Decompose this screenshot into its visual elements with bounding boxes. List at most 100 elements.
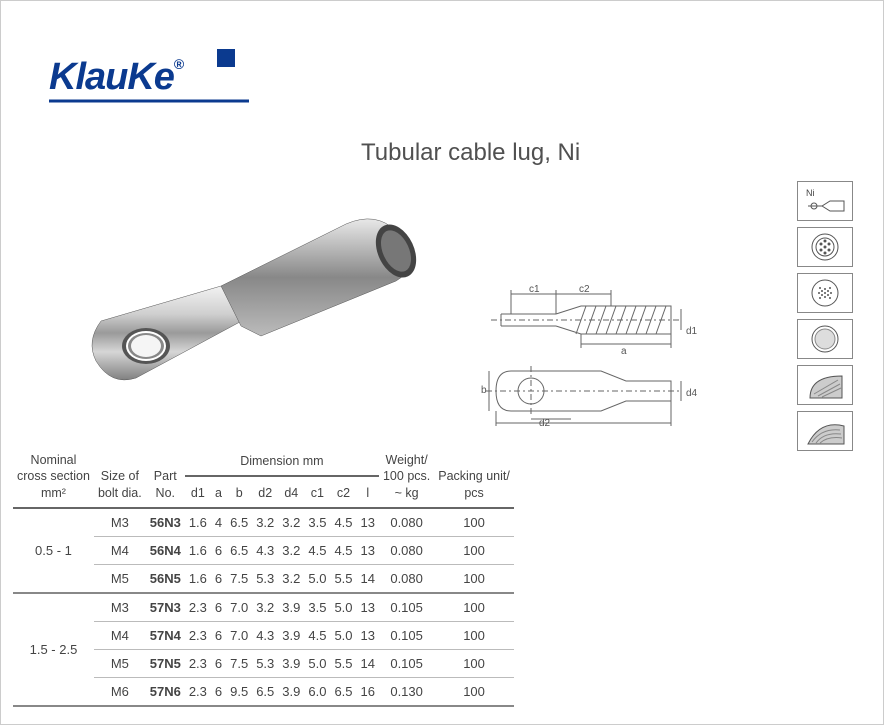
cell-packing: 100 <box>434 677 514 706</box>
table-row: 0.5 - 1M356N31.646.53.23.23.54.5130.0801… <box>13 508 514 537</box>
cell-weight: 0.105 <box>379 649 434 677</box>
brand-text: KlauKe <box>49 56 174 98</box>
col-part: Part No. <box>146 446 185 508</box>
cell-l: 14 <box>357 649 379 677</box>
cell-part: 56N4 <box>146 536 185 564</box>
cell-d1: 1.6 <box>185 536 211 564</box>
svg-text:d1: d1 <box>686 326 698 337</box>
page-title: Tubular cable lug, Ni <box>361 139 580 167</box>
strand-fine-icon <box>797 227 853 267</box>
svg-text:c1: c1 <box>529 284 540 295</box>
cell-packing: 100 <box>434 508 514 537</box>
brand-square-icon <box>217 49 235 67</box>
col-cross-section: Nominal cross section mm² <box>13 446 94 508</box>
cell-d1: 2.3 <box>185 593 211 622</box>
cell-l: 16 <box>357 677 379 706</box>
cell-l: 13 <box>357 508 379 537</box>
cell-c2: 5.5 <box>330 649 356 677</box>
cell-d4: 3.9 <box>278 677 304 706</box>
cell-part: 57N3 <box>146 593 185 622</box>
cell-a: 6 <box>211 593 226 622</box>
cell-l: 14 <box>357 564 379 593</box>
cell-d1: 2.3 <box>185 677 211 706</box>
cell-c1: 5.0 <box>304 564 330 593</box>
col-d1: d1 <box>185 476 211 507</box>
cell-bolt: M4 <box>94 536 146 564</box>
cell-d1: 1.6 <box>185 564 211 593</box>
cell-c1: 4.5 <box>304 621 330 649</box>
brand-underline <box>49 97 249 105</box>
cell-d4: 3.2 <box>278 508 304 537</box>
cell-c1: 3.5 <box>304 593 330 622</box>
technical-drawing: c1 c2 a d1 b d2 d4 l <box>481 276 711 426</box>
cell-b: 7.5 <box>226 564 252 593</box>
cell-d2: 6.5 <box>252 677 278 706</box>
cell-a: 4 <box>211 508 226 537</box>
col-l: l <box>357 476 379 507</box>
col-weight: Weight/ 100 pcs. ~ kg <box>379 446 434 508</box>
cell-c1: 5.0 <box>304 649 330 677</box>
strand-extra-fine-icon <box>797 319 853 359</box>
crimp-shape-1-icon <box>797 365 853 405</box>
cell-cross-section: 0.5 - 1 <box>13 508 94 593</box>
cell-b: 7.0 <box>226 593 252 622</box>
cell-part: 57N6 <box>146 677 185 706</box>
cell-d4: 3.2 <box>278 536 304 564</box>
cell-weight: 0.080 <box>379 564 434 593</box>
cell-l: 13 <box>357 536 379 564</box>
cell-a: 6 <box>211 677 226 706</box>
registered-mark: ® <box>174 56 183 72</box>
crimp-shape-2-icon <box>797 411 853 451</box>
cell-d4: 3.2 <box>278 564 304 593</box>
cell-d4: 3.9 <box>278 593 304 622</box>
cell-packing: 100 <box>434 649 514 677</box>
cell-d2: 3.2 <box>252 593 278 622</box>
col-a: a <box>211 476 226 507</box>
col-c2: c2 <box>330 476 356 507</box>
cell-part: 56N5 <box>146 564 185 593</box>
cell-l: 13 <box>357 593 379 622</box>
cell-d2: 5.3 <box>252 564 278 593</box>
cell-b: 9.5 <box>226 677 252 706</box>
cell-d1: 2.3 <box>185 649 211 677</box>
svg-text:a: a <box>621 346 627 357</box>
svg-text:d2: d2 <box>539 418 551 426</box>
svg-text:d4: d4 <box>686 388 698 399</box>
cell-c2: 5.0 <box>330 593 356 622</box>
cell-weight: 0.080 <box>379 536 434 564</box>
cell-packing: 100 <box>434 593 514 622</box>
ni-lug-icon: Ni <box>797 181 853 221</box>
cell-c2: 4.5 <box>330 508 356 537</box>
svg-text:c2: c2 <box>579 284 590 295</box>
cell-packing: 100 <box>434 564 514 593</box>
svg-text:Ni: Ni <box>806 188 815 198</box>
feature-icon-stack: Ni <box>797 181 853 457</box>
cell-c1: 3.5 <box>304 508 330 537</box>
cell-weight: 0.105 <box>379 593 434 622</box>
cell-c2: 5.0 <box>330 621 356 649</box>
product-photo <box>76 186 426 406</box>
cell-c2: 4.5 <box>330 536 356 564</box>
cell-d2: 5.3 <box>252 649 278 677</box>
cell-d1: 1.6 <box>185 508 211 537</box>
cell-bolt: M5 <box>94 649 146 677</box>
cell-a: 6 <box>211 649 226 677</box>
cell-bolt: M4 <box>94 621 146 649</box>
cell-a: 6 <box>211 621 226 649</box>
col-b: b <box>226 476 252 507</box>
col-dimension: Dimension mm <box>185 446 379 476</box>
cell-c2: 5.5 <box>330 564 356 593</box>
cell-weight: 0.105 <box>379 621 434 649</box>
cell-cross-section: 1.5 - 2.5 <box>13 593 94 706</box>
cell-b: 7.0 <box>226 621 252 649</box>
cell-c1: 6.0 <box>304 677 330 706</box>
strand-pattern-icon <box>797 273 853 313</box>
cell-packing: 100 <box>434 621 514 649</box>
cell-d1: 2.3 <box>185 621 211 649</box>
cell-bolt: M6 <box>94 677 146 706</box>
cell-a: 6 <box>211 564 226 593</box>
cell-bolt: M5 <box>94 564 146 593</box>
col-d4: d4 <box>278 476 304 507</box>
cell-part: 56N3 <box>146 508 185 537</box>
cell-d2: 4.3 <box>252 621 278 649</box>
